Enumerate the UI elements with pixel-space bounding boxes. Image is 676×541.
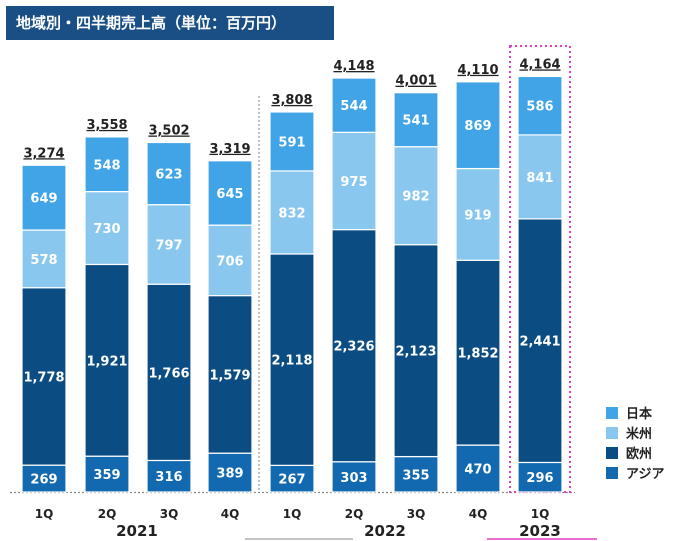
data-label: 1,921 — [86, 354, 127, 369]
bar-segment-欧州-8 — [517, 218, 563, 464]
bar-segment-米州-1 — [84, 191, 130, 266]
bar-segment-日本-4 — [269, 111, 315, 172]
data-label: 389 — [216, 467, 243, 482]
data-label: 267 — [278, 473, 305, 488]
legend-label-米州: 米州 — [626, 426, 652, 442]
data-label: 975 — [340, 175, 367, 190]
data-label: 355 — [402, 468, 429, 483]
legend-swatch-欧州 — [606, 447, 618, 459]
bar-segment-日本-2 — [146, 141, 192, 206]
bar-segment-日本-0 — [21, 164, 67, 231]
x-tick-label: 4Q — [221, 507, 240, 521]
bar-segment-米州-6 — [393, 146, 439, 246]
legend-swatch-米州 — [606, 427, 618, 439]
total-label: 3,319 — [209, 142, 250, 157]
data-label: 2,441 — [519, 335, 560, 350]
data-label: 1,852 — [457, 347, 498, 362]
x-tick-label: 1Q — [283, 507, 302, 521]
data-label: 832 — [278, 206, 305, 221]
bar-segment-アジア-8 — [517, 461, 563, 493]
bar-segment-アジア-3 — [207, 452, 253, 493]
data-label: 470 — [464, 463, 491, 478]
year-label-2022: 2022 — [364, 522, 406, 540]
data-label: 797 — [155, 238, 182, 253]
x-tick-label: 3Q — [407, 507, 426, 521]
data-label: 359 — [93, 468, 120, 483]
bar-segment-日本-1 — [84, 136, 130, 193]
total-label: 3,558 — [86, 118, 127, 133]
bar-segment-欧州-2 — [146, 283, 192, 462]
data-label: 1,778 — [23, 370, 64, 385]
total-label: 4,001 — [395, 74, 436, 89]
bar-segment-欧州-3 — [207, 294, 253, 454]
year-label-2021: 2021 — [116, 522, 158, 540]
data-label: 2,326 — [333, 340, 374, 355]
bar-segment-アジア-4 — [269, 464, 315, 493]
total-label: 3,502 — [148, 124, 189, 139]
data-label: 1,766 — [148, 366, 189, 381]
bar-segment-日本-6 — [393, 92, 439, 148]
x-tick-label: 2Q — [98, 507, 117, 521]
bar-segment-日本-5 — [331, 77, 377, 133]
legend-swatch-アジア — [606, 467, 618, 479]
bar-segment-欧州-0 — [21, 287, 67, 466]
legend-label-欧州: 欧州 — [626, 446, 652, 462]
bar-segment-欧州-4 — [269, 253, 315, 466]
total-label: 3,808 — [271, 93, 312, 108]
data-label: 706 — [216, 254, 243, 269]
bar-segment-米州-7 — [455, 167, 501, 261]
bar-segment-米州-2 — [146, 204, 192, 285]
bar-segment-日本-3 — [207, 160, 253, 226]
data-label: 586 — [526, 100, 553, 115]
total-label: 4,164 — [519, 57, 560, 72]
data-label: 591 — [278, 135, 305, 150]
bar-segment-アジア-5 — [331, 461, 377, 493]
year-label-2023: 2023 — [519, 522, 561, 540]
data-label: 2,123 — [395, 345, 436, 360]
bar-segment-欧州-5 — [331, 229, 377, 463]
data-label: 578 — [30, 253, 57, 268]
data-label: 982 — [402, 190, 429, 205]
data-label: 269 — [30, 473, 57, 488]
data-label: 623 — [155, 168, 182, 183]
bar-segment-米州-5 — [331, 131, 377, 231]
total-label: 3,274 — [23, 146, 64, 161]
legend-swatch-日本 — [606, 407, 618, 419]
bar-segment-欧州-6 — [393, 244, 439, 458]
x-tick-label: 2Q — [345, 507, 364, 521]
bar-segment-米州-0 — [21, 229, 67, 289]
x-tick-label: 4Q — [469, 507, 488, 521]
total-label: 4,148 — [333, 59, 374, 74]
bar-segment-アジア-1 — [84, 455, 130, 493]
bar-segment-アジア-6 — [393, 455, 439, 493]
data-label: 2,118 — [271, 354, 312, 369]
data-label: 1,579 — [209, 368, 250, 383]
data-label: 548 — [93, 158, 120, 173]
data-label: 544 — [340, 99, 367, 114]
bar-segment-日本-7 — [455, 81, 501, 170]
x-tick-label: 1Q — [531, 507, 550, 521]
total-label: 4,110 — [457, 63, 498, 78]
chart-title: 地域別・四半期売上高（単位：百万円） — [6, 6, 334, 40]
data-label: 649 — [30, 192, 57, 207]
data-label: 296 — [526, 471, 553, 486]
data-label: 541 — [402, 114, 429, 129]
data-label: 869 — [464, 119, 491, 134]
x-tick-label: 3Q — [160, 507, 179, 521]
x-tick-label: 1Q — [35, 507, 54, 521]
bar-segment-欧州-1 — [84, 263, 130, 457]
bar-segment-米州-4 — [269, 170, 315, 255]
bar-segment-日本-8 — [517, 75, 563, 136]
bar-segment-米州-3 — [207, 224, 253, 297]
data-label: 841 — [526, 171, 553, 186]
data-label: 316 — [155, 470, 182, 485]
bar-segment-欧州-7 — [455, 259, 501, 446]
data-label: 730 — [93, 222, 120, 237]
data-label: 303 — [340, 471, 367, 486]
legend-label-日本: 日本 — [626, 406, 652, 422]
legend-label-アジア: アジア — [626, 467, 664, 482]
data-label: 919 — [464, 208, 491, 223]
data-label: 645 — [216, 187, 243, 202]
